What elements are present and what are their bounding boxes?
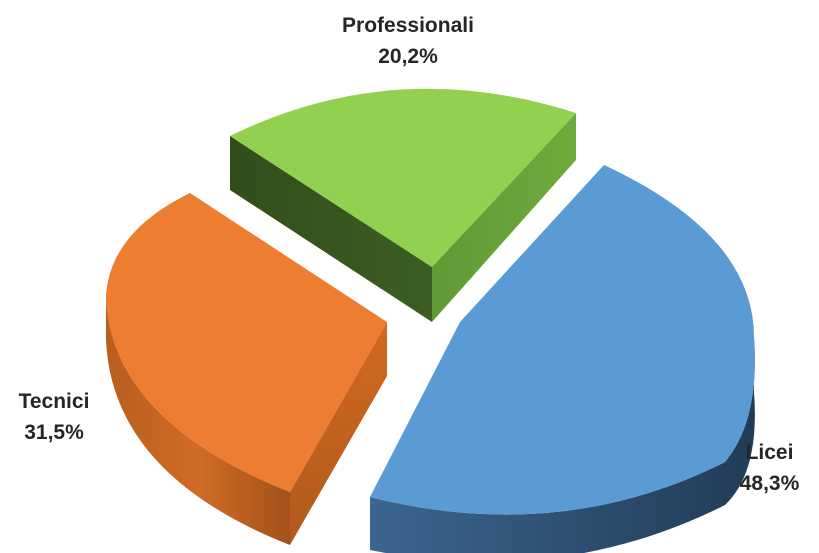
slice-professionali-cut-left	[230, 136, 432, 322]
slice-tecnici-top	[106, 193, 387, 492]
data-label-professionali: Professionali 20,2%	[318, 10, 498, 72]
slice-value-tecnici: 31,5%	[24, 421, 84, 444]
data-label-licei: Licei 48,3%	[720, 437, 819, 499]
slice-professionali-cut-right	[432, 113, 576, 322]
slice-name-licei: Licei	[745, 441, 794, 464]
data-label-tecnici: Tecnici 31,5%	[0, 386, 108, 448]
slice-name-tecnici: Tecnici	[18, 390, 90, 413]
slice-value-licei: 48,3%	[739, 472, 800, 495]
slice-licei-top	[370, 165, 755, 515]
slice-professionali	[230, 88, 576, 322]
slice-licei-side	[370, 337, 755, 553]
slice-tecnici	[106, 193, 387, 545]
slice-licei	[370, 165, 755, 553]
slice-professionali-top	[230, 88, 576, 268]
slice-tecnici-cut	[290, 322, 387, 545]
slice-value-professionali: 20,2%	[378, 45, 438, 68]
slice-tecnici-side	[106, 296, 290, 545]
slice-name-professionali: Professionali	[342, 14, 474, 37]
